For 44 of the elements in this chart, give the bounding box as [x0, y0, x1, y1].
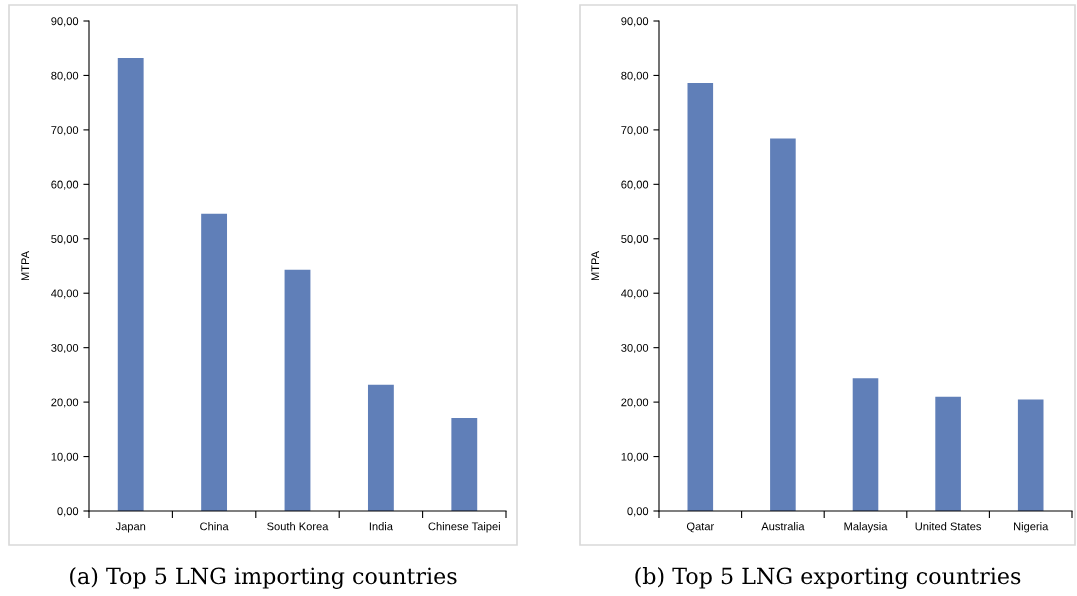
- x-tick-label: United States: [915, 522, 982, 531]
- bar: [451, 417, 478, 511]
- bar: [770, 138, 796, 511]
- x-tick-label: Australia: [761, 522, 805, 531]
- bar: [687, 83, 714, 511]
- y-tick-label: 80,00: [51, 71, 79, 81]
- y-tick-label: 20,00: [621, 398, 649, 408]
- y-tick-label: 20,00: [51, 398, 79, 408]
- y-tick-label: 40,00: [621, 289, 649, 299]
- y-tick-label: 50,00: [51, 235, 79, 245]
- y-tick-label: 30,00: [621, 343, 649, 354]
- y-axis-title: MTPA: [21, 251, 30, 281]
- text: (a) Top 5 LNG importing countries: [70, 567, 457, 589]
- y-tick-label: 0,00: [57, 507, 79, 517]
- y-tick-label: 50,00: [621, 235, 649, 245]
- x-tick-label: Nigeria: [1014, 522, 1049, 533]
- x-tick-label: Japan: [115, 522, 146, 533]
- y-tick-label: 0,00: [627, 507, 649, 517]
- y-tick-label: 30,00: [51, 343, 79, 354]
- y-tick-label: 10,00: [51, 452, 79, 462]
- y-tick-label: 10,00: [621, 452, 649, 462]
- bar: [367, 384, 394, 511]
- x-tick-label: China: [200, 522, 229, 531]
- x-tick-label: Chinese Taipei: [428, 522, 500, 533]
- x-tick-label: Malaysia: [844, 522, 888, 533]
- bar: [935, 396, 961, 511]
- y-tick-label: 60,00: [51, 180, 79, 190]
- x-tick-label: South Korea: [267, 522, 329, 531]
- y-tick-label: 70,00: [621, 126, 649, 136]
- y-tick-label: 60,00: [621, 180, 649, 190]
- bar: [284, 269, 311, 511]
- y-axis-title: MTPA: [591, 251, 600, 281]
- y-tick-label: 80,00: [621, 71, 649, 81]
- x-tick-label: India: [369, 522, 393, 531]
- bar: [852, 378, 879, 511]
- y-tick-label: 90,00: [51, 17, 79, 27]
- x-tick-label: Qatar: [686, 522, 715, 533]
- y-tick-label: 40,00: [51, 289, 79, 299]
- y-tick-label: 90,00: [621, 17, 649, 27]
- bar: [201, 213, 228, 511]
- bar: [117, 58, 144, 511]
- bar: [1017, 399, 1044, 511]
- y-tick-label: 70,00: [51, 126, 79, 136]
- text: (b) Top 5 LNG exporting countries: [635, 567, 1021, 589]
